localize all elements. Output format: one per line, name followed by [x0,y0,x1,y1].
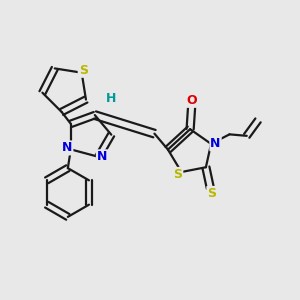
Text: H: H [106,92,116,105]
Text: S: S [207,187,216,200]
Text: N: N [210,137,221,150]
Text: S: S [79,64,88,77]
Text: N: N [97,150,107,163]
Text: O: O [186,94,197,107]
Text: S: S [173,168,182,181]
Text: N: N [62,141,72,154]
